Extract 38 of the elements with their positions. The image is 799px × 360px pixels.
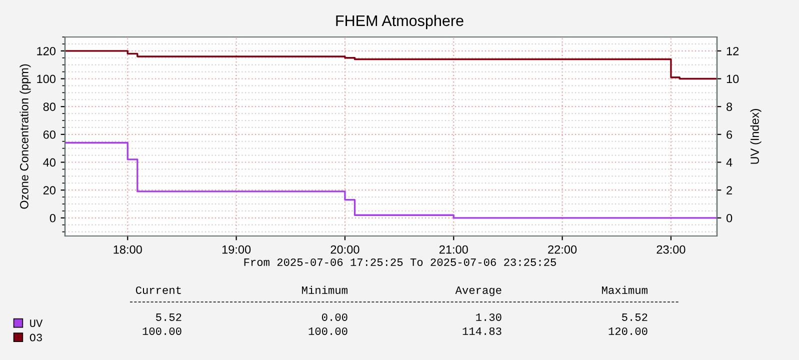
text: Average — [455, 286, 502, 296]
y-tick-label: 60 — [43, 130, 56, 139]
y2-tick-label: 12 — [726, 46, 739, 56]
x-tick-label: 20:00 — [330, 245, 360, 254]
y2-tick-label: 6 — [726, 130, 732, 139]
y-tick-label: 120 — [37, 46, 56, 56]
x-tick-label: 18:00 — [114, 245, 142, 254]
text: 100.00 — [308, 327, 348, 335]
text: Current — [136, 286, 181, 294]
legend-label: O3 — [30, 334, 42, 342]
x-tick-label: 22:00 — [548, 245, 577, 254]
chart-title: FHEM Atmosphere — [336, 14, 464, 30]
y2-tick-label: 8 — [726, 102, 732, 111]
x-tick-label: 21:00 — [439, 245, 468, 254]
y2-tick-label: 0 — [726, 214, 732, 222]
x-tick-label: 19:00 — [222, 245, 251, 254]
text: 5.52 — [622, 313, 648, 321]
y2-tick-label: 10 — [726, 74, 739, 84]
y2-axis-title: UV (Index) — [750, 109, 762, 164]
text: 114.83 — [462, 327, 502, 335]
y-tick-label: 40 — [43, 158, 56, 167]
text: 0.00 — [322, 313, 348, 321]
text: Maximum — [602, 286, 648, 294]
y-tick-label: 0 — [50, 214, 56, 222]
y-tick-label: 80 — [43, 102, 56, 111]
y2-tick-label: 4 — [726, 158, 732, 167]
text: Minimum — [302, 286, 348, 294]
text: 100.00 — [142, 327, 182, 335]
y2-tick-label: 2 — [726, 186, 732, 194]
y-tick-label: 20 — [43, 186, 56, 194]
y-tick-label: 100 — [37, 74, 56, 84]
y-axis-title: Ozone Concentration (ppm) — [20, 64, 31, 209]
text: 120.00 — [608, 327, 648, 335]
text: 1.30 — [476, 313, 502, 321]
text: 5.52 — [156, 313, 182, 321]
x-tick-label: 23:00 — [656, 245, 686, 254]
x-axis-title: From 2025-07-06 17:25:25 To 2025-07-06 23:25:25 — [244, 258, 556, 266]
legend-label: UV — [30, 320, 43, 327]
